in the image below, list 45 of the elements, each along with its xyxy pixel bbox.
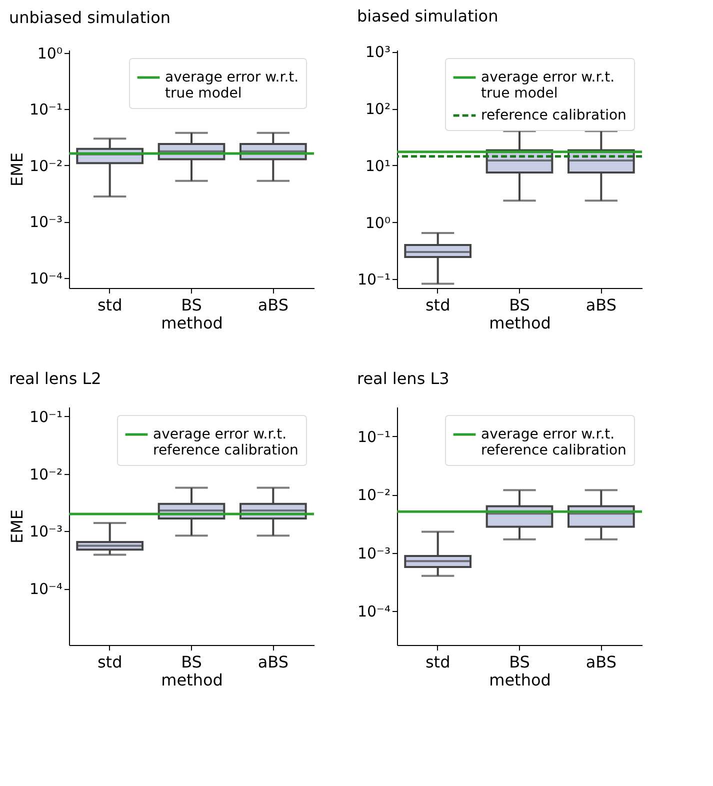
y-tick-label: 10⁻¹ [29,408,62,426]
x-tick-label: BS [509,652,530,672]
x-tick-label: BS [509,296,530,314]
x-tick-label: aBS [258,296,288,314]
y-tick-label: 10⁰ [365,214,390,232]
y-tick-label: 10⁻² [357,486,390,504]
y-tick-label: 10⁻² [29,156,62,175]
legend-label: average error w.r.t. reference calibration [153,426,298,458]
x-tick-label: aBS [586,296,616,314]
x-tick-label: BS [181,296,202,314]
x-axis-title: method [489,670,551,690]
y-tick-label: 10⁻³ [29,522,62,541]
y-tick-label: 10¹ [365,156,390,175]
legend-label: average error w.r.t. true model [165,70,299,102]
x-tick-label: aBS [586,652,616,672]
legend-label: average error w.r.t. true model [481,70,615,102]
x-tick-label: aBS [258,652,288,672]
y-tick-label: 10⁻¹ [357,270,390,289]
y-tick-label: 10⁻¹ [29,100,62,119]
x-tick-label: std [97,296,122,314]
legend-label: reference calibration [481,108,626,124]
y-axis-title: EME [7,509,26,544]
x-axis-title: method [161,314,223,332]
y-tick-label: 10⁻³ [357,544,390,562]
legend-label: average error w.r.t. reference calibration [481,426,626,458]
chart-title: unbiased simulation [8,8,170,27]
y-tick-label: 10⁻² [29,465,62,484]
y-tick-label: 10⁻⁴ [29,580,62,598]
y-tick-label: 10⁻⁴ [357,602,390,620]
x-tick-label: std [425,296,450,314]
x-tick-label: std [425,652,450,672]
chart-title: real lens L2 [8,369,102,388]
chart-title: real lens L3 [356,369,450,388]
chart-title: biased simulation [356,6,498,26]
y-tick-label: 10² [365,100,390,118]
x-tick-label: std [97,652,122,672]
y-tick-label: 10⁻⁴ [29,269,62,288]
y-tick-label: 10³ [365,43,390,62]
x-axis-title: method [489,314,551,332]
y-axis-title: EME [7,152,26,187]
x-tick-label: BS [181,652,202,672]
y-tick-label: 10⁻³ [29,213,62,232]
y-tick-label: 10⁻¹ [357,428,390,446]
x-axis-title: method [161,670,223,690]
y-tick-label: 10⁰ [37,44,62,62]
